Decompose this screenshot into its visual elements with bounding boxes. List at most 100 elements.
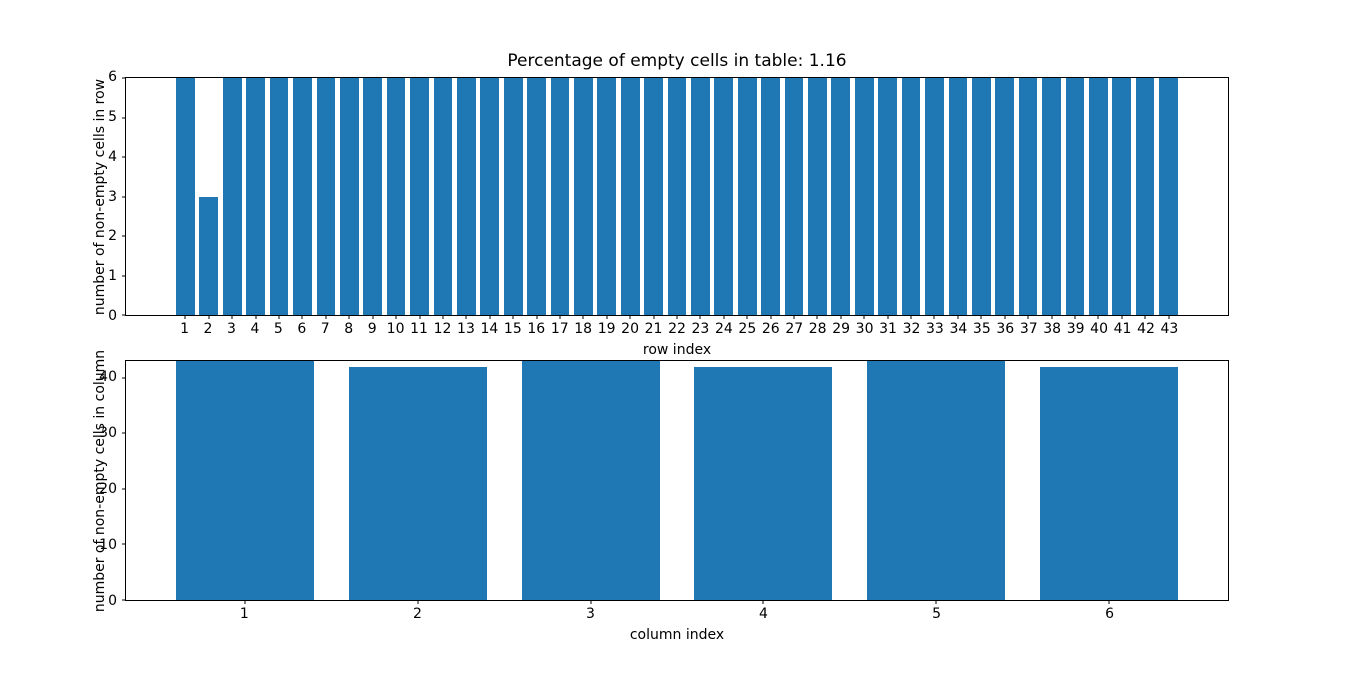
bar	[737, 78, 757, 315]
bar	[995, 78, 1015, 315]
bar	[1042, 78, 1061, 315]
x-tick-mark	[301, 315, 303, 319]
x-tick-mark	[863, 315, 865, 319]
y-tick-label: 4	[108, 148, 117, 165]
bar	[1159, 78, 1178, 315]
x-tick-mark	[590, 600, 592, 604]
bar	[808, 78, 827, 315]
x-tick-mark	[1168, 315, 1170, 319]
x-tick-mark	[723, 315, 725, 319]
x-tick-label: 12	[433, 321, 452, 337]
x-tick-mark	[419, 315, 421, 319]
x-tick-mark	[442, 315, 444, 319]
bar	[363, 78, 383, 315]
y-tick-mark	[122, 377, 126, 379]
bar	[521, 361, 660, 600]
x-tick-label: 24	[714, 321, 733, 337]
bar	[176, 78, 195, 315]
x-tick-label: 5	[932, 606, 942, 622]
y-tick-label: 40	[99, 368, 117, 385]
x-tick-mark	[762, 600, 764, 604]
x-tick-label: 42	[1137, 321, 1155, 337]
x-tick-label: 8	[344, 321, 354, 337]
bar	[339, 78, 359, 315]
x-tick-label: 43	[1160, 321, 1179, 337]
bar	[714, 78, 734, 315]
y-tick-mark	[122, 543, 126, 545]
x-tick-label: 15	[503, 321, 522, 337]
x-tick-label: 2	[412, 606, 422, 622]
x-tick-mark	[372, 315, 374, 319]
bar	[948, 78, 968, 315]
y-tick-label: 5	[108, 108, 117, 125]
x-tick-mark	[1074, 315, 1076, 319]
x-tick-label: 14	[480, 321, 499, 337]
bar	[410, 78, 429, 315]
bar	[925, 78, 944, 315]
bar	[199, 196, 219, 315]
y-tick-label: 1	[108, 268, 117, 285]
x-axis-label: row index	[642, 342, 712, 358]
bar	[456, 78, 476, 315]
x-tick-label: 40	[1090, 321, 1108, 337]
x-tick-mark	[935, 600, 937, 604]
y-tick-mark	[122, 275, 126, 277]
x-tick-label: 2	[203, 321, 213, 337]
y-tick-label: 6	[108, 69, 117, 85]
bar	[293, 78, 312, 315]
bar	[1135, 78, 1155, 315]
x-tick-mark	[816, 315, 818, 319]
x-tick-label: 6	[1105, 606, 1115, 622]
bar	[348, 366, 487, 600]
x-tick-mark	[1004, 315, 1006, 319]
x-tick-mark	[512, 315, 514, 319]
x-tick-mark	[933, 315, 935, 319]
x-tick-label: 19	[597, 321, 616, 337]
x-tick-mark	[1027, 315, 1029, 319]
x-tick-labels: 1 2 3 4 5 6	[125, 606, 1229, 625]
x-tick-label: 26	[761, 321, 780, 337]
y-tick-label: 0	[108, 308, 117, 324]
x-tick-mark	[629, 315, 631, 319]
y-tick-label: 30	[99, 424, 117, 441]
bar	[246, 78, 266, 315]
bar	[878, 78, 898, 315]
y-tick-label: 0	[108, 593, 117, 609]
x-tick-mark	[770, 315, 772, 319]
y-tick-mark	[122, 599, 126, 601]
x-tick-label: 30	[855, 321, 874, 337]
y-tick-label: 10	[99, 536, 117, 553]
y-tick-label: 20	[99, 480, 117, 497]
bar	[1112, 78, 1132, 315]
chart-title: Percentage of empty cells in table: 1.16	[507, 51, 847, 71]
x-tick-label: 5	[273, 321, 283, 337]
x-tick-label: 4	[759, 606, 768, 622]
x-tick-mark	[1121, 315, 1123, 319]
x-tick-mark	[348, 315, 350, 319]
x-tick-labels: 1 2 3 4 5 6 7 8 9 10 11 12 13 14 15 16 17 18 19 20 21 22 23 24 2…	[125, 321, 1229, 340]
x-tick-mark	[1051, 315, 1052, 319]
x-tick-label: 28	[808, 321, 827, 337]
y-tick-labels: 0 10 20 30 40	[83, 360, 117, 608]
x-tick-label: 41	[1113, 321, 1132, 337]
x-tick-mark	[746, 315, 748, 319]
bar	[620, 78, 640, 315]
x-tick-label: 4	[250, 321, 260, 337]
bar	[1088, 78, 1108, 315]
bar	[597, 78, 617, 315]
x-tick-label: 23	[691, 321, 710, 337]
x-tick-mark	[840, 315, 842, 319]
x-tick-mark	[910, 315, 912, 319]
bar	[831, 78, 851, 315]
x-tick-label: 21	[644, 321, 663, 337]
x-tick-label: 22	[668, 321, 686, 337]
x-tick-label: 7	[320, 321, 330, 337]
x-tick-mark	[208, 315, 210, 319]
x-tick-mark	[606, 315, 608, 319]
x-tick-label: 35	[972, 321, 991, 337]
x-tick-mark	[489, 315, 491, 319]
x-tick-mark	[465, 315, 467, 319]
x-tick-mark	[417, 600, 419, 604]
x-tick-label: 16	[527, 321, 546, 337]
